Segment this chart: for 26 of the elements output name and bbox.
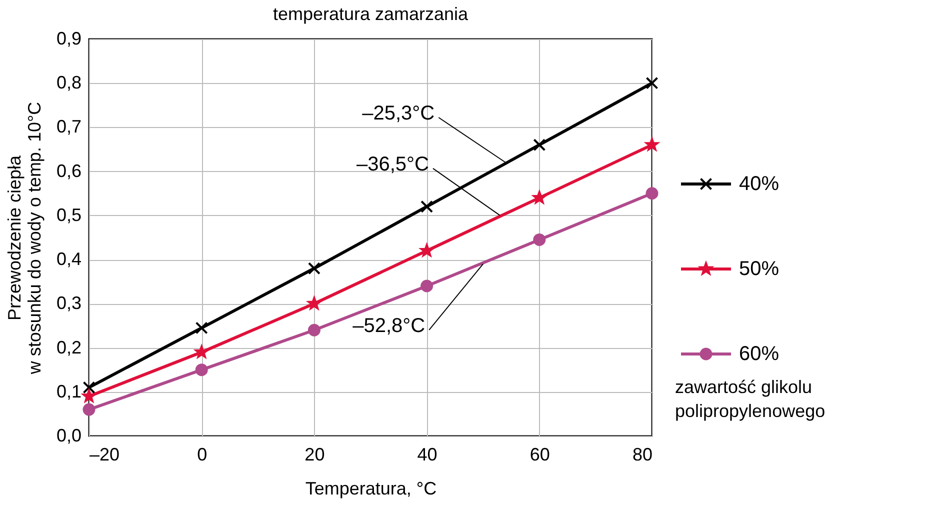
annotation: –52,8°C — [352, 314, 426, 337]
x-tick-label: 60 — [530, 444, 550, 464]
annotation: –25,3°C — [362, 102, 435, 125]
y-tick-label: 0,3 — [56, 293, 82, 314]
x-tick-label: 80 — [632, 444, 652, 464]
y-tick-label: 0,6 — [56, 160, 82, 181]
y-tick-label: 0,2 — [56, 337, 82, 358]
y-axis-title: Przewodzenie ciepła w stosunku do wody o temp. 10°C — [4, 102, 44, 376]
y-tick-label: 0,0 — [56, 426, 82, 446]
x-tick-label: 40 — [417, 444, 438, 464]
y-tick-label: 0,1 — [56, 381, 82, 402]
y-tick-label: 0,4 — [56, 249, 82, 270]
x-tick-label: –20 — [90, 444, 120, 464]
y-tick-label: 0,7 — [56, 116, 82, 137]
legend-label: 40% — [739, 173, 780, 195]
legend-label: 50% — [739, 258, 780, 280]
x-tick-label: 0 — [197, 444, 208, 464]
y-tick-label: 0,9 — [56, 28, 82, 48]
y-tick-label: 0,8 — [56, 72, 82, 93]
x-tick-label: 20 — [304, 444, 325, 464]
legend-label: 60% — [739, 343, 780, 365]
legend-title: zawartość glikolu polipropylenowego — [675, 377, 826, 421]
x-axis-title: Temperatura, °C — [305, 478, 437, 498]
y-tick-label: 0,5 — [56, 204, 82, 225]
chart-title: temperatura zamarzania — [272, 4, 470, 24]
annotation: –36,5°C — [356, 153, 429, 176]
